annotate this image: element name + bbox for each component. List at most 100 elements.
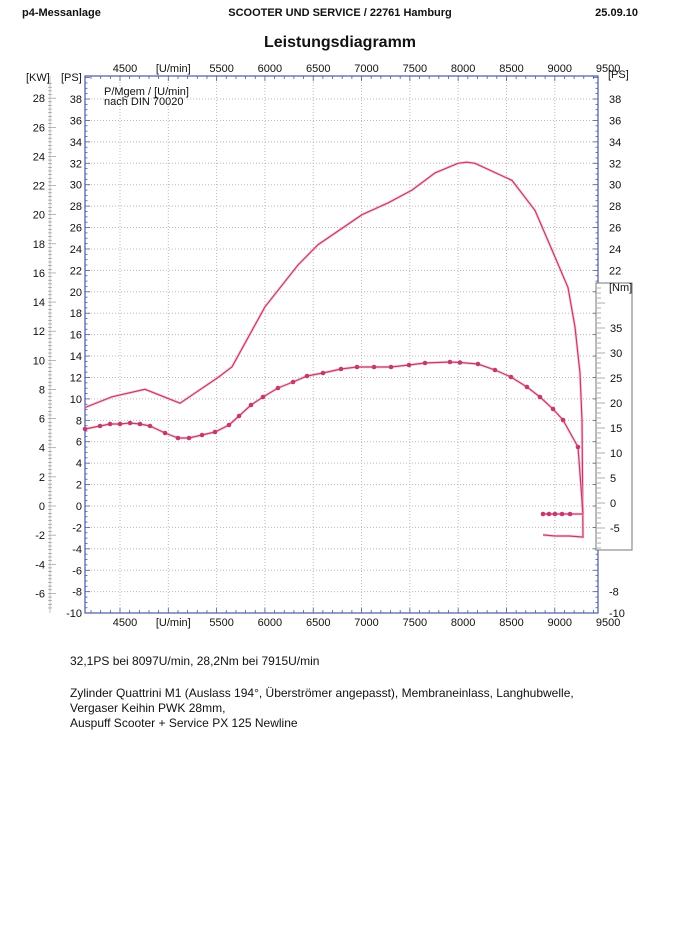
torque-marker: [354, 364, 360, 370]
nm-tick-label: 20: [610, 398, 622, 410]
dyno-chart: 45004500[U/min][U/min]550055006000600065…: [26, 63, 633, 629]
torque-marker: [320, 370, 326, 376]
kw-tick-label: 10: [33, 355, 45, 367]
ps-tick-label-left: 4: [76, 458, 82, 470]
torque-marker: [560, 417, 566, 423]
ps-tick-label-right: -10: [609, 608, 625, 620]
torque-marker: [304, 373, 310, 379]
rpm-label-top: 9500: [596, 63, 620, 75]
kw-unit-label: [KW]: [26, 72, 50, 84]
torque-marker: [186, 435, 192, 441]
torque-marker: [475, 361, 481, 367]
ps-tick-label-left: 36: [70, 115, 82, 127]
rpm-label-bottom: 7000: [354, 617, 378, 629]
nm-tick-label: 25: [610, 373, 622, 385]
torque-marker: [524, 384, 530, 390]
torque-marker: [290, 379, 296, 385]
nm-axis-box: [595, 282, 633, 551]
nm-tick-label: -5: [610, 523, 620, 535]
rpm-label-bottom: 4500: [113, 617, 137, 629]
kw-tick-label: 4: [39, 443, 45, 455]
series-halo: [84, 360, 585, 515]
ps-tick-label-left: 30: [70, 180, 82, 192]
torque-marker: [107, 421, 113, 427]
kw-tick-label: 12: [33, 326, 45, 338]
ps-tick-label-left: 28: [70, 201, 82, 213]
rpm-label-top: 8000: [451, 63, 475, 75]
kw-tick-label: -6: [35, 588, 45, 600]
rpm-label-bottom: 7500: [403, 617, 427, 629]
kw-tick-label: 16: [33, 268, 45, 280]
plot-frame: [84, 75, 599, 614]
torque-marker: [540, 511, 546, 517]
torque-marker: [175, 435, 181, 441]
setup-line-3: Auspuff Scooter + Service PX 125 Newline: [70, 716, 298, 730]
kw-tick-label: 0: [39, 501, 45, 513]
ps-tick-label-left: -2: [72, 522, 82, 534]
series-halo: [84, 160, 585, 539]
rpm-label-bottom: 5500: [209, 617, 233, 629]
torque-marker: [388, 364, 394, 370]
ps-tick-label-left: 8: [76, 415, 82, 427]
ps-tick-label-left: -6: [72, 565, 82, 577]
torque-marker: [457, 360, 463, 365]
torque-marker: [406, 362, 412, 368]
kw-tick-label: 18: [33, 239, 45, 251]
kw-tick-label: 28: [33, 93, 45, 105]
rpm-label-top: 6500: [306, 63, 330, 75]
torque-marker: [226, 422, 232, 428]
torque-marker: [260, 394, 266, 400]
torque-marker: [492, 367, 498, 373]
rpm-label-bottom: 8500: [499, 617, 523, 629]
ps-tick-label-right: 26: [609, 223, 621, 235]
torque-marker: [508, 374, 514, 380]
kw-tick-label: 22: [33, 181, 45, 193]
ps-tick-label-right: 24: [609, 244, 621, 256]
ps-tick-label-right: -8: [609, 587, 619, 599]
torque-marker: [147, 423, 153, 429]
ps-tick-label-right: 36: [609, 115, 621, 127]
kw-tick-label: 24: [33, 151, 45, 163]
ps-tick-label-right: 38: [609, 94, 621, 106]
nm-tick-label: 5: [610, 473, 616, 485]
torque-marker: [338, 366, 344, 372]
station-name: p4-Messanlage: [22, 7, 101, 19]
power-curve: [84, 161, 584, 538]
torque-marker: [550, 406, 556, 412]
ps-tick-label-left: 14: [70, 351, 82, 363]
rpm-label-bottom: 6000: [258, 617, 282, 629]
ps-tick-label-right: 30: [609, 180, 621, 192]
rpm-label-bottom: 8000: [451, 617, 475, 629]
company-name: SCOOTER UND SERVICE / 22761 Hamburg: [228, 7, 452, 19]
rpm-label-top: 6000: [258, 63, 282, 75]
torque-marker: [537, 394, 543, 400]
torque-marker: [162, 430, 168, 436]
torque-marker: [567, 511, 573, 517]
ps-tick-label-left: 12: [70, 372, 82, 384]
ps-tick-label-left: 0: [76, 501, 82, 513]
ps-tick-label-left: 22: [70, 265, 82, 277]
ps-tick-label-left: 18: [70, 308, 82, 320]
ps-unit-label-right: [PS]: [608, 69, 629, 81]
torque-marker: [137, 421, 143, 427]
rpm-label-bottom: 6500: [306, 617, 330, 629]
ps-tick-label-left: -8: [72, 587, 82, 599]
rpm-label-bottom: 9500: [596, 617, 620, 629]
ps-tick-label-left: 24: [70, 244, 82, 256]
nm-tick-label: 10: [610, 448, 622, 460]
rpm-label-bottom: [U/min]: [156, 617, 191, 629]
ps-tick-label-right: 34: [609, 137, 621, 149]
torque-marker: [552, 511, 558, 517]
torque-marker: [575, 444, 581, 450]
legend-line: nach DIN 70020: [104, 96, 184, 108]
ps-tick-label-left: 2: [76, 480, 82, 492]
torque-marker: [236, 413, 242, 419]
torque-marker: [212, 429, 218, 435]
setup-line-2: Vergaser Keihin PWK 28mm,: [70, 701, 226, 715]
torque-marker: [82, 426, 88, 432]
torque-marker: [371, 364, 377, 370]
ps-tick-label-left: 32: [70, 158, 82, 170]
test-date: 25.09.10: [595, 7, 638, 19]
nm-tick-label: 0: [610, 498, 616, 510]
ps-tick-label-left: 34: [70, 137, 82, 149]
